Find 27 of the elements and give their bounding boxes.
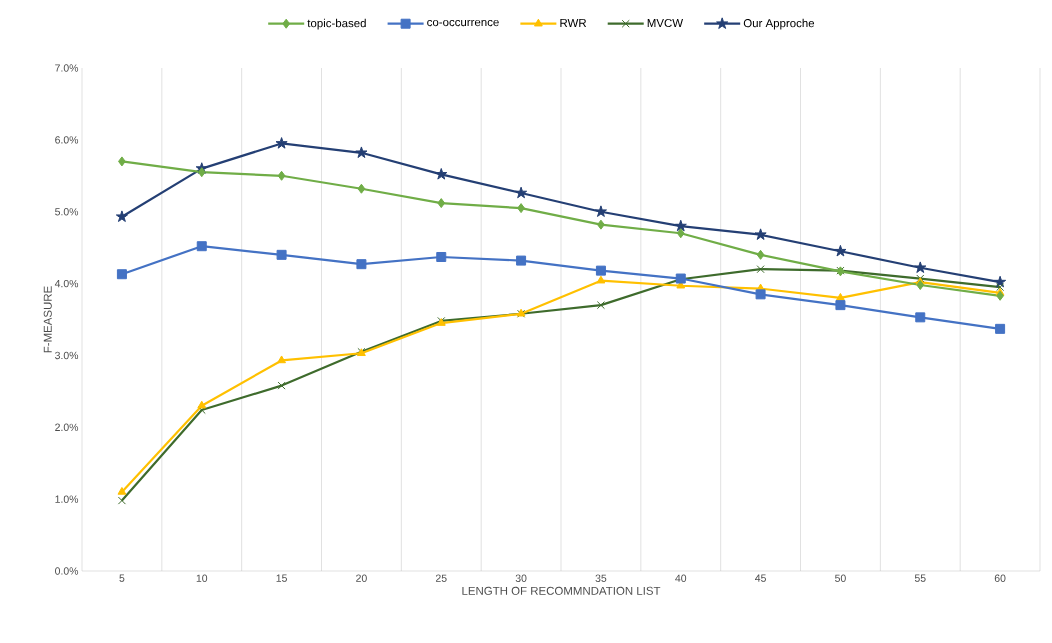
y-tick-label: 6.0% (55, 136, 79, 144)
x-tick-label: 25 (435, 574, 447, 582)
y-tick-label: 3.0% (55, 351, 79, 360)
x-tick-label: 15 (276, 574, 287, 582)
x-tick-label: 5 (119, 574, 125, 582)
legend-label: Our Approche (743, 18, 815, 30)
x-tick-label: 35 (595, 574, 607, 582)
y-tick-label: 2.0% (55, 423, 79, 431)
x-tick-label: 60 (994, 574, 1006, 582)
y-tick-label: 5.0% (55, 208, 79, 216)
x-tick-label: 40 (675, 574, 687, 582)
x-tick-label: 20 (356, 574, 367, 582)
x-tick-label: 55 (914, 574, 926, 582)
y-axis-title: F-MEASURE (43, 286, 52, 353)
x-tick-label: 50 (835, 574, 846, 582)
x-tick-label: 30 (515, 574, 527, 582)
y-tick-label: 7.0% (55, 64, 79, 72)
y-tick-label: 4.0% (54, 279, 79, 288)
y-tick-label: 1.0% (55, 495, 79, 503)
legend-label: RWR (560, 19, 587, 27)
x-tick-label: 10 (196, 574, 208, 582)
legend-label: topic-based (307, 18, 366, 30)
x-tick-label: 45 (755, 574, 766, 582)
y-tick-label: 0.0% (55, 567, 79, 575)
x-axis-title: LENGTH OF RECOMMNDATION LIST (462, 586, 661, 595)
legend-label: MVCW (647, 18, 684, 28)
legend-label: co-occurrence (427, 19, 499, 27)
